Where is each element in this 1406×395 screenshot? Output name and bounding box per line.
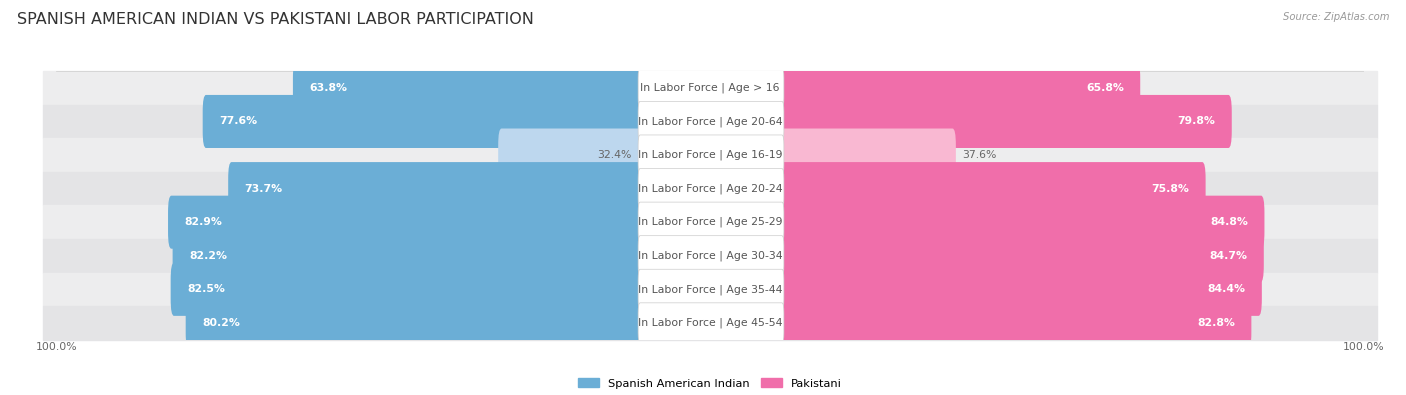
Text: In Labor Force | Age 20-64: In Labor Force | Age 20-64 <box>638 116 782 127</box>
Text: 63.8%: 63.8% <box>309 83 347 93</box>
Bar <box>44 71 1376 105</box>
Text: 82.5%: 82.5% <box>187 284 225 294</box>
Bar <box>44 273 1376 306</box>
FancyBboxPatch shape <box>173 229 641 282</box>
FancyBboxPatch shape <box>186 296 641 350</box>
FancyBboxPatch shape <box>292 61 641 115</box>
FancyBboxPatch shape <box>638 102 785 141</box>
FancyBboxPatch shape <box>169 196 641 249</box>
Text: In Labor Force | Age 45-54: In Labor Force | Age 45-54 <box>638 318 782 328</box>
FancyBboxPatch shape <box>779 229 1264 282</box>
FancyBboxPatch shape <box>638 202 785 242</box>
FancyBboxPatch shape <box>779 128 956 182</box>
Text: In Labor Force | Age 35-44: In Labor Force | Age 35-44 <box>638 284 782 295</box>
Text: 84.8%: 84.8% <box>1211 217 1249 227</box>
Text: In Labor Force | Age 30-34: In Labor Force | Age 30-34 <box>638 250 782 261</box>
FancyBboxPatch shape <box>779 162 1205 215</box>
Text: In Labor Force | Age 25-29: In Labor Force | Age 25-29 <box>638 217 782 228</box>
Text: 77.6%: 77.6% <box>219 117 257 126</box>
Legend: Spanish American Indian, Pakistani: Spanish American Indian, Pakistani <box>574 373 846 393</box>
Bar <box>44 239 1376 273</box>
Text: 82.8%: 82.8% <box>1197 318 1234 328</box>
FancyBboxPatch shape <box>779 196 1264 249</box>
Text: In Labor Force | Age 20-24: In Labor Force | Age 20-24 <box>638 183 782 194</box>
FancyBboxPatch shape <box>638 68 785 108</box>
FancyBboxPatch shape <box>779 95 1232 148</box>
Text: 84.7%: 84.7% <box>1209 251 1247 261</box>
FancyBboxPatch shape <box>638 303 785 343</box>
Bar <box>44 306 1376 340</box>
Bar <box>44 172 1376 205</box>
FancyBboxPatch shape <box>779 296 1251 350</box>
FancyBboxPatch shape <box>638 269 785 309</box>
FancyBboxPatch shape <box>228 162 641 215</box>
FancyBboxPatch shape <box>202 95 641 148</box>
FancyBboxPatch shape <box>170 263 641 316</box>
FancyBboxPatch shape <box>779 61 1140 115</box>
Text: 82.2%: 82.2% <box>188 251 226 261</box>
Text: 65.8%: 65.8% <box>1085 83 1123 93</box>
Text: In Labor Force | Age 16-19: In Labor Force | Age 16-19 <box>638 150 782 160</box>
FancyBboxPatch shape <box>638 169 785 209</box>
Text: 32.4%: 32.4% <box>598 150 631 160</box>
Text: 37.6%: 37.6% <box>962 150 997 160</box>
FancyBboxPatch shape <box>498 128 641 182</box>
Text: 80.2%: 80.2% <box>202 318 240 328</box>
Text: 82.9%: 82.9% <box>184 217 222 227</box>
Text: 75.8%: 75.8% <box>1152 184 1189 194</box>
Text: 79.8%: 79.8% <box>1178 117 1215 126</box>
Bar <box>44 205 1376 239</box>
Text: Source: ZipAtlas.com: Source: ZipAtlas.com <box>1282 12 1389 22</box>
Text: In Labor Force | Age > 16: In Labor Force | Age > 16 <box>640 83 780 93</box>
FancyBboxPatch shape <box>638 236 785 276</box>
FancyBboxPatch shape <box>779 263 1261 316</box>
Bar <box>44 105 1376 138</box>
Text: SPANISH AMERICAN INDIAN VS PAKISTANI LABOR PARTICIPATION: SPANISH AMERICAN INDIAN VS PAKISTANI LAB… <box>17 12 534 27</box>
FancyBboxPatch shape <box>638 135 785 175</box>
Text: 84.4%: 84.4% <box>1208 284 1246 294</box>
Bar <box>44 138 1376 172</box>
Text: 73.7%: 73.7% <box>245 184 283 194</box>
